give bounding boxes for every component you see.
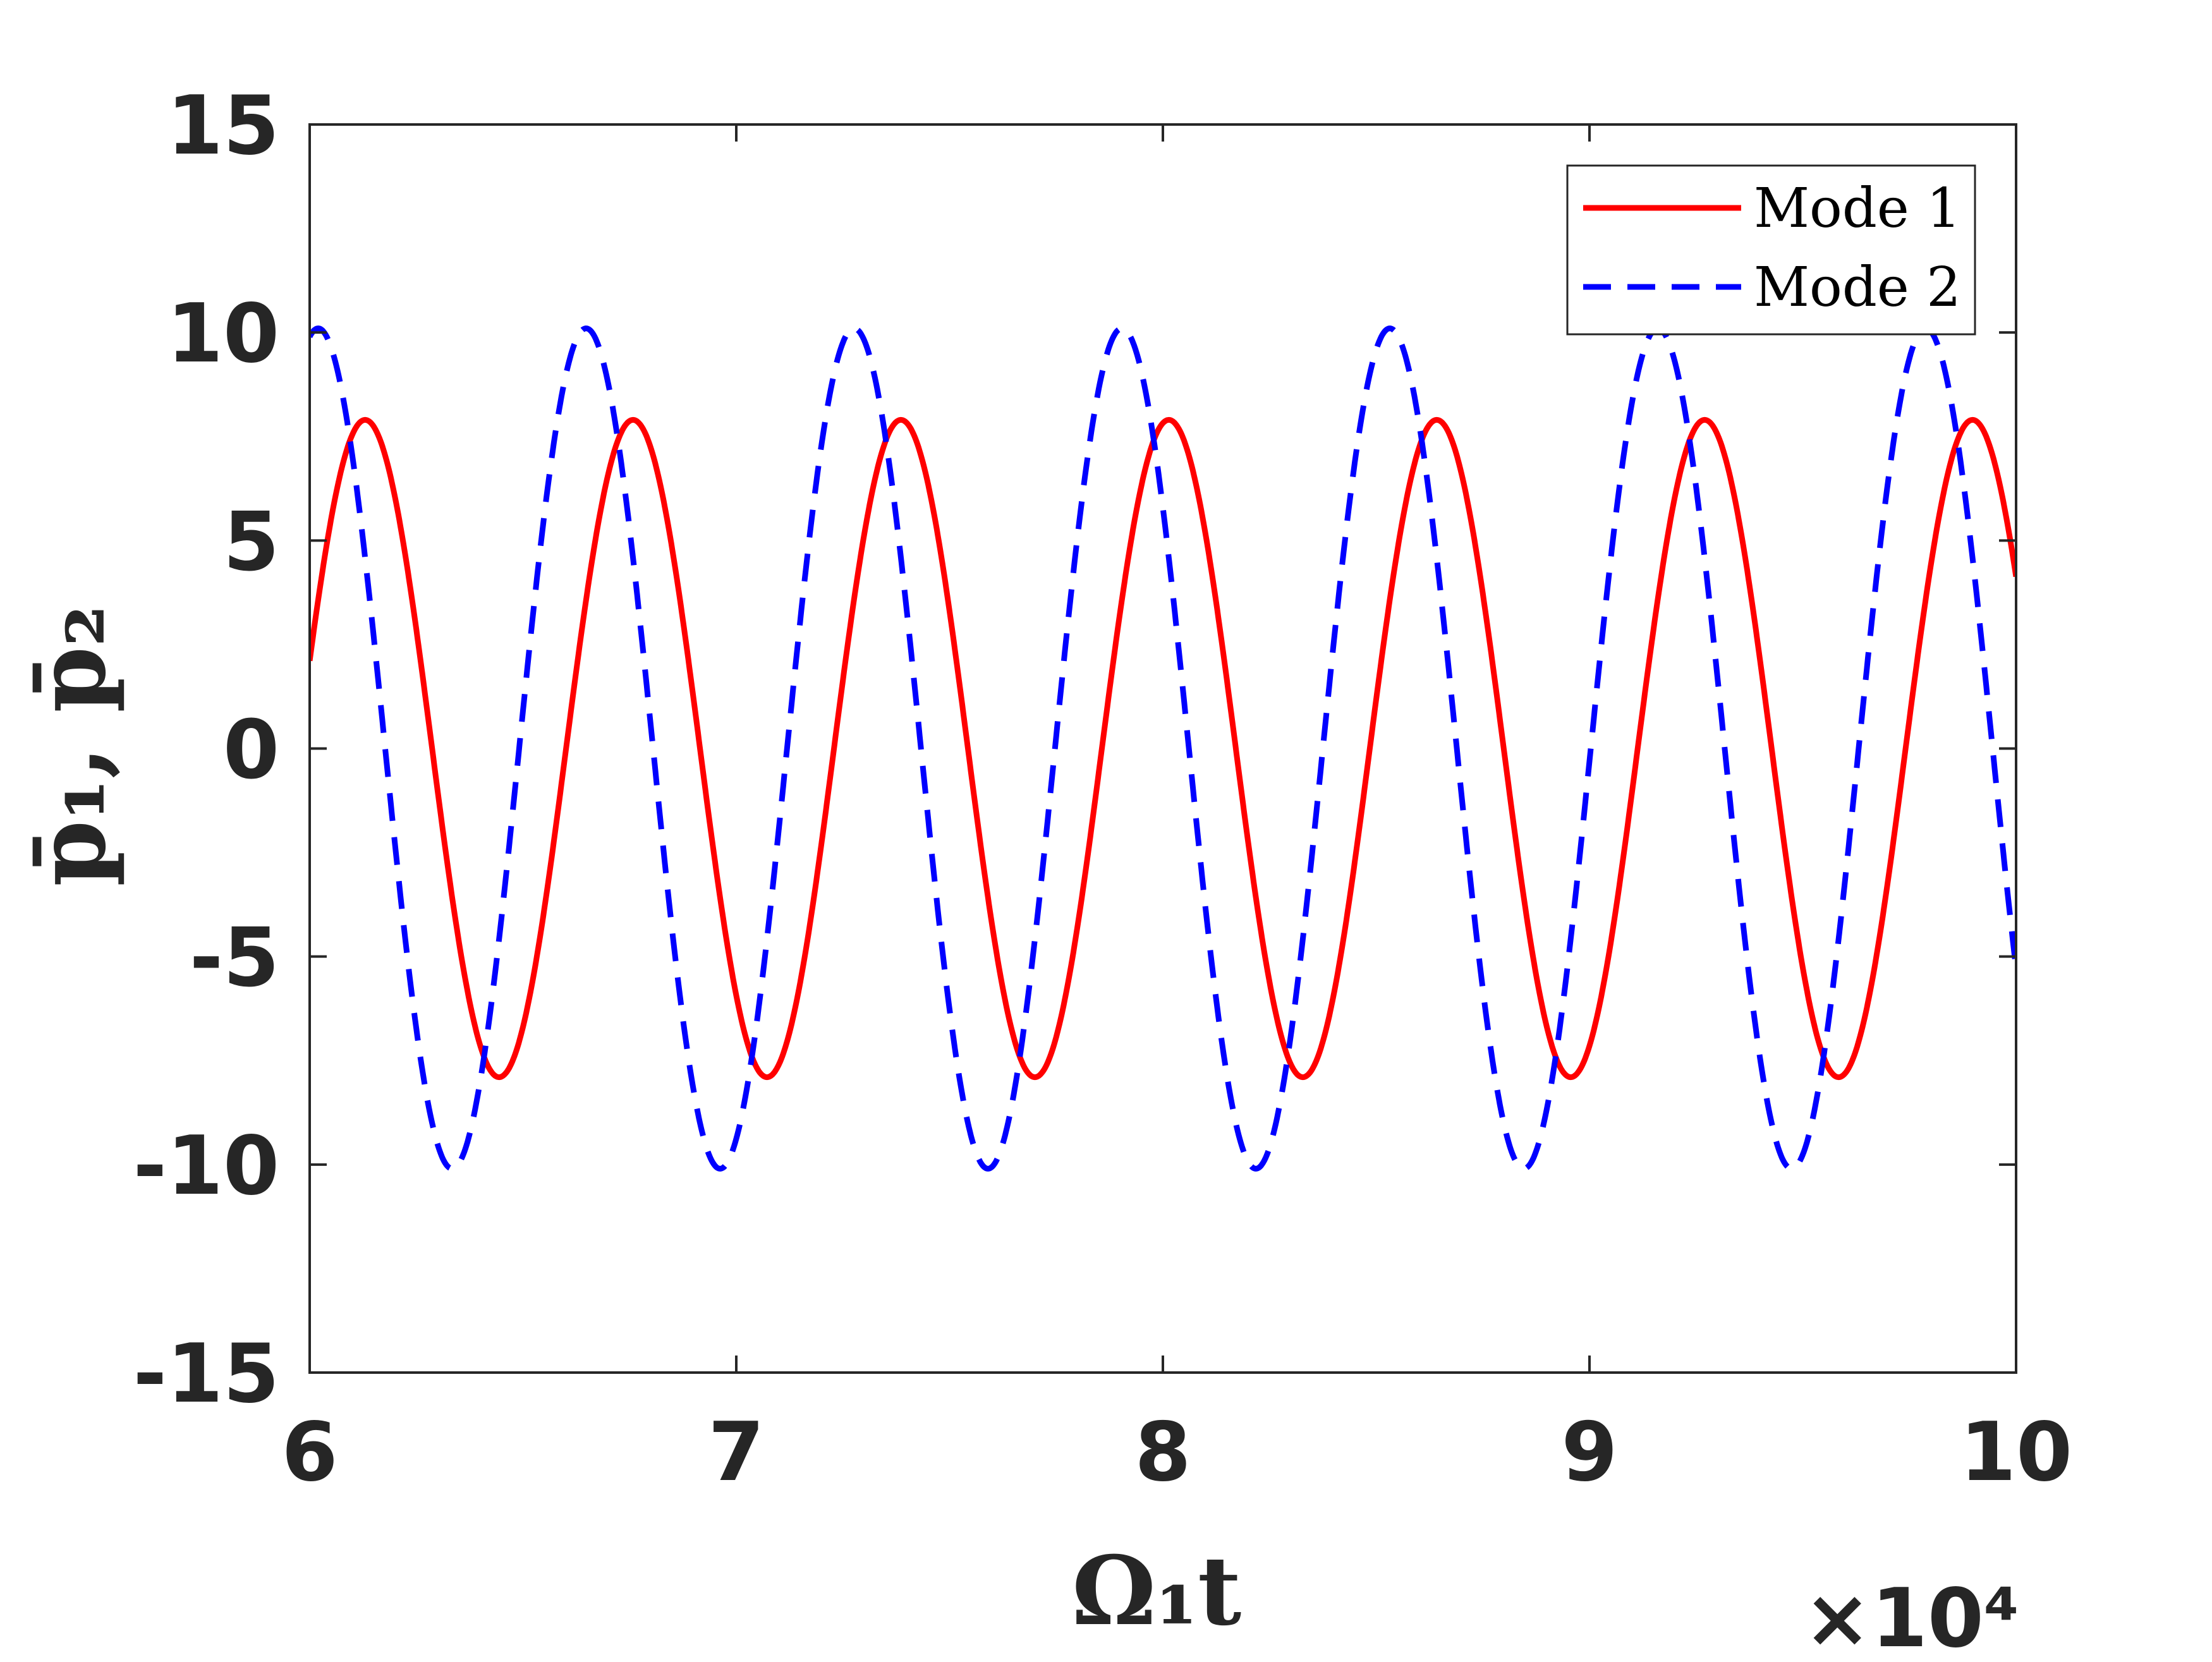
x-axis-label: Ω₁t [1072,1536,1242,1647]
y-tick-label: 5 [223,495,279,589]
series-layer [310,325,2016,1172]
y-tick-label: 10 [167,287,279,381]
x-axis-exponent-label: ×10⁴ [1804,1572,2019,1659]
y-tick-label: 15 [167,79,279,173]
y-tick-label: 0 [223,703,279,798]
y-tick-label: -10 [133,1119,279,1213]
y-axis-label: p̄₁, p̄₂ [16,605,127,887]
legend-box [1566,164,1976,336]
legend-label-2: Mode 2 [1754,256,1961,319]
y-tick-label: -5 [190,911,279,1005]
axes-layer: 6 7 8 9 10 -15 -10 -5 0 5 10 15 [133,79,2072,1500]
x-tick-label: 10 [1960,1405,2072,1500]
x-tick-label: 6 [281,1405,337,1500]
y-tick-label: -15 [133,1327,279,1421]
legend: Mode 1 Mode 2 [1566,164,1976,336]
series-line-1 [310,416,2016,1081]
x-tick-label: 8 [1134,1405,1191,1500]
x-tick-label: 9 [1561,1405,1617,1500]
series-line-2 [310,325,2016,1172]
x-tick-label: 7 [708,1405,764,1500]
legend-label-1: Mode 1 [1754,177,1961,240]
